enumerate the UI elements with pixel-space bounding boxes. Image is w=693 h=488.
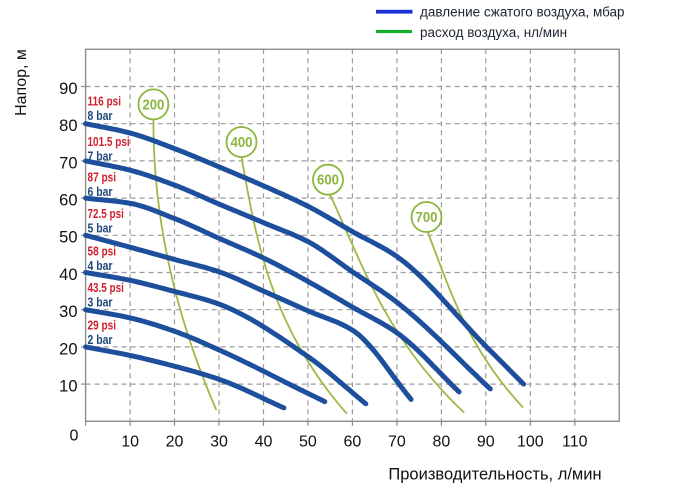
svg-text:10: 10: [121, 434, 139, 451]
svg-text:60: 60: [59, 192, 77, 210]
svg-text:расход воздуха, нл/мин: расход воздуха, нл/мин: [420, 25, 567, 40]
svg-text:5 bar: 5 bar: [88, 222, 113, 236]
svg-text:Производительность, л/мин: Производительность, л/мин: [388, 466, 601, 484]
svg-text:400: 400: [231, 135, 253, 151]
svg-text:20: 20: [59, 340, 77, 358]
svg-text:80: 80: [433, 434, 451, 451]
svg-text:100: 100: [517, 434, 544, 451]
svg-text:90: 90: [59, 80, 77, 98]
svg-text:116 psi: 116 psi: [88, 94, 122, 108]
svg-text:40: 40: [255, 434, 273, 451]
svg-text:0: 0: [70, 428, 79, 445]
svg-text:20: 20: [166, 434, 184, 451]
svg-text:7 bar: 7 bar: [88, 150, 113, 164]
svg-text:58 psi: 58 psi: [88, 244, 117, 258]
svg-text:3 bar: 3 bar: [88, 296, 113, 310]
svg-text:4 bar: 4 bar: [88, 259, 113, 273]
svg-text:600: 600: [317, 173, 339, 189]
svg-text:50: 50: [59, 229, 77, 247]
svg-text:40: 40: [59, 266, 77, 284]
svg-text:60: 60: [344, 434, 362, 451]
svg-text:200: 200: [142, 97, 164, 113]
svg-text:700: 700: [416, 210, 438, 226]
svg-text:101.5 psi: 101.5 psi: [88, 135, 130, 149]
svg-text:50: 50: [299, 434, 317, 451]
svg-text:2 bar: 2 bar: [88, 333, 113, 347]
svg-text:29 psi: 29 psi: [88, 318, 117, 332]
svg-text:давление сжатого воздуха, мбар: давление сжатого воздуха, мбар: [420, 5, 625, 20]
svg-text:70: 70: [388, 434, 406, 451]
svg-text:87 psi: 87 psi: [88, 171, 117, 185]
svg-text:Напор, м: Напор, м: [13, 49, 30, 116]
svg-text:8 bar: 8 bar: [88, 109, 113, 123]
svg-text:90: 90: [477, 434, 495, 451]
svg-text:110: 110: [562, 434, 588, 451]
svg-text:6 bar: 6 bar: [88, 185, 113, 199]
svg-text:43.5 psi: 43.5 psi: [88, 281, 124, 295]
svg-text:30: 30: [59, 303, 77, 321]
svg-text:30: 30: [210, 434, 228, 451]
svg-text:10: 10: [59, 378, 77, 396]
svg-text:70: 70: [59, 154, 77, 172]
svg-text:80: 80: [59, 117, 77, 135]
svg-text:72.5 psi: 72.5 psi: [88, 207, 124, 221]
